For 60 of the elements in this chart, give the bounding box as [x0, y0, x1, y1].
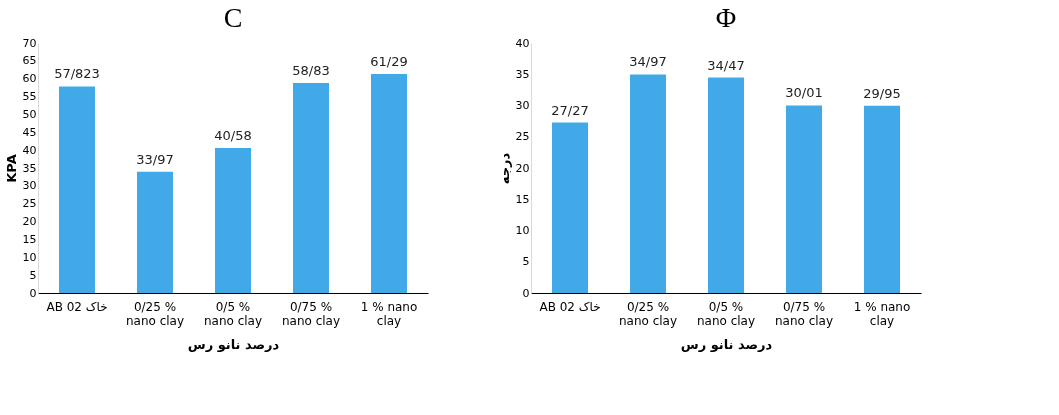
bar	[371, 74, 407, 293]
x-axis-title: درصد نانو رس	[680, 336, 773, 352]
data-label: 58/83	[292, 62, 330, 78]
y-tick-label: 10	[22, 250, 37, 264]
x-tick-label: 0/75 % nano clay	[281, 299, 341, 328]
x-tick-label: 0/5 % nano clay	[696, 299, 756, 328]
y-tick-label: 55	[22, 90, 37, 104]
x-tick-label: 0/75 % nano clay	[774, 299, 834, 328]
bar	[786, 105, 822, 293]
x-tick-label: 0/25 % nano clay	[618, 299, 678, 328]
data-label: 30/01	[785, 85, 823, 101]
bar	[708, 77, 744, 293]
data-label: 57/823	[54, 66, 100, 82]
bar	[552, 122, 588, 293]
y-tick-label: 35	[22, 161, 37, 175]
data-label: 27/27	[551, 102, 589, 118]
bar	[215, 148, 251, 293]
x-tick-label: AB 02 خاک	[46, 299, 108, 314]
y-tick-label: 50	[22, 107, 37, 121]
x-tick-label: 0/5 % nano clay	[203, 299, 263, 328]
y-tick-label: 0	[522, 286, 530, 300]
data-label: 61/29	[370, 54, 408, 70]
y-tick-label: 15	[22, 232, 37, 246]
x-axis-title: درصد نانو رس	[187, 336, 280, 352]
y-tick-label: 5	[522, 255, 530, 269]
y-tick-label: 45	[22, 125, 37, 139]
data-label: 34/97	[629, 54, 667, 70]
data-label: 29/95	[863, 85, 901, 101]
bar	[630, 74, 666, 293]
y-axis-title: KPA	[3, 154, 19, 183]
y-tick-label: 30	[22, 179, 37, 193]
data-label: 40/58	[214, 128, 252, 144]
y-tick-label: 40	[515, 36, 530, 50]
x-tick-label: 1 % nano clay	[360, 299, 418, 328]
y-tick-label: 70	[22, 36, 37, 50]
y-tick-label: 20	[515, 161, 530, 175]
y-tick-label: 5	[29, 268, 37, 282]
y-tick-label: 25	[515, 130, 530, 144]
bar	[59, 86, 95, 293]
bar	[293, 82, 329, 293]
y-tick-label: 35	[515, 67, 530, 81]
y-tick-label: 0	[29, 286, 37, 300]
data-label: 33/97	[136, 151, 174, 167]
y-tick-label: 15	[515, 192, 530, 206]
data-label: 34/47	[707, 57, 745, 73]
x-tick-label: 0/25 % nano clay	[125, 299, 185, 328]
y-tick-label: 60	[22, 72, 37, 86]
y-axis-title: درجه	[496, 152, 512, 185]
chart-title: Φ	[715, 2, 737, 33]
y-tick-label: 40	[22, 143, 37, 157]
chart-title: C	[223, 2, 243, 33]
y-tick-label: 30	[515, 99, 530, 112]
bar	[137, 171, 173, 293]
x-tick-label: AB 02 خاک	[539, 299, 601, 314]
y-tick-label: 25	[22, 197, 37, 211]
y-tick-label: 10	[515, 224, 530, 237]
bar	[864, 105, 900, 293]
x-tick-label: 1 % nano clay	[853, 299, 911, 328]
y-tick-label: 20	[22, 215, 37, 229]
y-tick-label: 65	[22, 54, 37, 68]
